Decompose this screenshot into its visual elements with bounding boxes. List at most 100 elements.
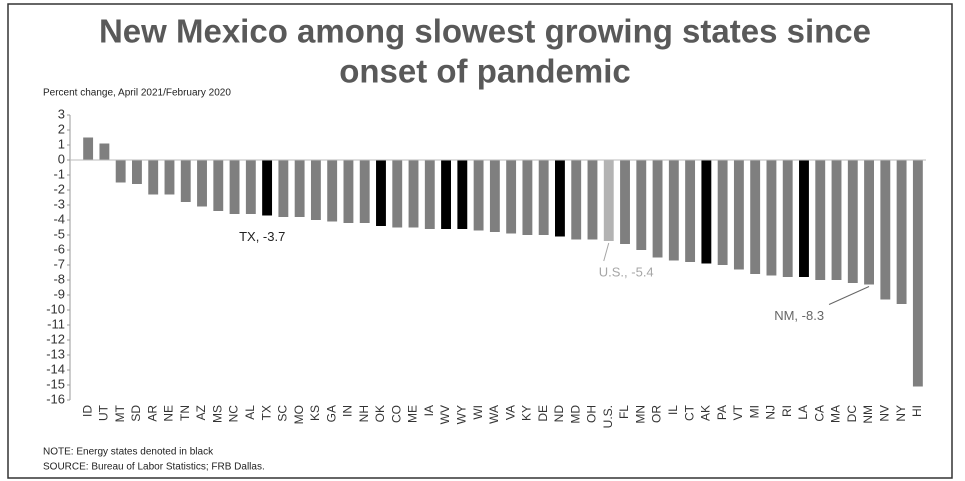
bar	[424, 160, 435, 229]
bar	[799, 160, 809, 277]
x-tick-label: MI	[747, 405, 761, 418]
y-tick-label: -12	[46, 331, 65, 346]
x-tick-label: ME	[406, 405, 420, 423]
x-tick-label: RI	[780, 405, 794, 417]
bar	[831, 160, 842, 280]
bar	[733, 160, 744, 270]
x-tick-label: VA	[503, 405, 517, 420]
x-tick-label: OK	[373, 405, 387, 422]
frame	[7, 3, 953, 479]
bar	[815, 160, 826, 280]
x-tick-label: MN	[633, 405, 647, 424]
x-tick-label: NM	[861, 405, 875, 424]
y-tick-label: -5	[53, 226, 65, 241]
bar	[620, 160, 630, 244]
bar	[652, 160, 663, 258]
bar	[197, 160, 207, 207]
y-tick-label: 3	[58, 106, 65, 121]
y-tick-label: -11	[47, 316, 65, 331]
y-tick-label: 2	[58, 121, 65, 136]
bar	[912, 160, 923, 387]
x-tick-label: IL	[666, 405, 680, 415]
x-tick-label: ND	[552, 405, 566, 423]
y-tick-label: -7	[53, 256, 65, 271]
x-tick-label: IA	[422, 405, 436, 416]
bar	[473, 160, 484, 231]
chart-title: New Mexico among slowest growing states …	[99, 13, 871, 50]
bar	[457, 160, 468, 229]
bar	[327, 160, 338, 222]
bar	[343, 160, 354, 223]
bar	[392, 160, 403, 228]
bar	[83, 137, 94, 160]
bar	[164, 160, 175, 195]
x-tick-label: AZ	[194, 405, 208, 420]
x-tick-label: WV	[438, 405, 452, 424]
x-tick-label: WI	[471, 405, 485, 420]
bar	[701, 160, 712, 264]
bar	[99, 143, 110, 160]
y-tick-label: -3	[53, 196, 65, 211]
x-tick-label: OH	[585, 405, 599, 423]
subtitle: Percent change, April 2021/February 2020	[43, 88, 231, 99]
chart-title: onset of pandemic	[339, 53, 631, 90]
bar	[685, 160, 696, 262]
x-tick-label: PA	[715, 405, 729, 420]
note: NOTE: Energy states denoted in black	[43, 447, 214, 458]
bar	[229, 160, 240, 214]
x-tick-label: OR	[650, 405, 664, 423]
x-tick-label: MT	[113, 404, 127, 422]
y-tick-label: -4	[53, 211, 65, 226]
x-tick-label: TN	[178, 405, 192, 421]
bar	[506, 160, 517, 234]
x-tick-label: DC	[845, 405, 859, 423]
bar	[538, 160, 549, 235]
y-tick-label: -2	[53, 181, 65, 196]
x-tick-label: DE	[536, 405, 550, 422]
bar	[359, 160, 370, 223]
y-tick-label: 0	[58, 151, 65, 166]
bar	[522, 160, 533, 235]
x-tick-label: SC	[276, 405, 290, 422]
bar	[489, 160, 500, 232]
x-tick-label: MS	[210, 405, 224, 423]
y-tick-label: -1	[53, 166, 65, 181]
x-tick-label: CT	[682, 404, 696, 421]
x-tick-label: KS	[308, 405, 322, 421]
y-tick-label: -10	[46, 301, 65, 316]
y-tick-label: -14	[46, 361, 65, 376]
bar	[864, 160, 874, 285]
y-tick-label: -15	[46, 376, 65, 391]
x-tick-label: MO	[292, 405, 306, 424]
x-tick-label: NY	[894, 405, 908, 422]
y-tick-label: -8	[53, 271, 65, 286]
x-tick-label: LA	[796, 405, 810, 420]
bar	[115, 160, 126, 183]
x-tick-label: CA	[812, 405, 826, 422]
bar	[148, 160, 159, 195]
bar	[294, 160, 305, 217]
bar	[782, 160, 793, 277]
x-tick-label: MD	[568, 405, 582, 424]
bar	[245, 160, 256, 214]
annotation: NM, -8.3	[774, 308, 824, 323]
bar	[441, 160, 451, 229]
bar	[376, 160, 386, 226]
bar	[571, 160, 582, 240]
y-tick-label: 1	[58, 136, 65, 151]
x-tick-label: UT	[97, 404, 111, 421]
y-tick-label: -16	[46, 391, 65, 406]
bar	[180, 160, 191, 202]
leader-line	[828, 286, 870, 305]
bar	[603, 160, 614, 241]
x-tick-label: HI	[910, 405, 924, 417]
annotation: U.S., -5.4	[599, 264, 654, 279]
leader-line	[603, 242, 610, 262]
x-tick-label: AL	[243, 405, 257, 420]
x-tick-label: WY	[454, 405, 468, 424]
x-tick-label: IN	[341, 405, 355, 417]
bar	[636, 160, 647, 250]
bar	[262, 160, 273, 216]
bar	[717, 160, 728, 265]
